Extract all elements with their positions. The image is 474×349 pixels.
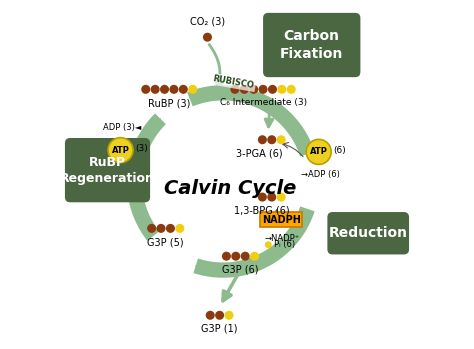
Text: RuBP
Regeneration: RuBP Regeneration [60,156,155,185]
FancyBboxPatch shape [260,212,302,227]
Text: (3): (3) [135,144,148,153]
Circle shape [141,85,150,94]
FancyBboxPatch shape [65,138,150,202]
Circle shape [215,311,224,320]
Text: →NADP⁺: →NADP⁺ [264,233,300,243]
Circle shape [156,224,165,233]
Circle shape [147,224,156,233]
Text: 3-PGA (6): 3-PGA (6) [236,148,283,158]
Circle shape [258,85,268,94]
Circle shape [222,252,231,261]
Circle shape [267,193,276,202]
Circle shape [179,85,188,94]
Text: 1,3-BPG (6): 1,3-BPG (6) [234,206,289,216]
Text: RuBP (3): RuBP (3) [148,98,191,108]
Text: RUBISCO: RUBISCO [212,74,255,90]
Circle shape [287,85,296,94]
Circle shape [277,193,286,202]
Text: Carbon
Fixation: Carbon Fixation [280,29,344,61]
Text: Pᵢ (6): Pᵢ (6) [274,240,295,249]
Text: CO₂ (3): CO₂ (3) [190,17,225,27]
Circle shape [230,85,239,94]
Circle shape [203,33,212,42]
FancyBboxPatch shape [328,212,409,254]
Circle shape [175,224,184,233]
FancyBboxPatch shape [263,13,360,77]
Text: ATP: ATP [111,146,129,155]
Circle shape [277,135,286,144]
Circle shape [231,252,240,261]
Text: G3P (6): G3P (6) [222,265,259,275]
Text: →ADP (6): →ADP (6) [301,170,340,179]
Circle shape [267,135,276,144]
Text: Calvin Cycle: Calvin Cycle [164,179,296,198]
Circle shape [258,135,267,144]
Circle shape [241,252,250,261]
Text: G3P (1): G3P (1) [201,324,238,334]
Circle shape [250,252,259,261]
Circle shape [166,224,175,233]
Text: Reduction: Reduction [329,226,408,240]
Circle shape [188,85,197,94]
Circle shape [206,311,215,320]
Text: G3P (5): G3P (5) [147,237,184,247]
Circle shape [265,241,272,248]
Circle shape [108,138,133,163]
Circle shape [169,85,178,94]
Circle shape [258,193,267,202]
Circle shape [249,85,258,94]
Text: ATP: ATP [310,147,328,156]
Circle shape [151,85,160,94]
Text: C₆ Intermediate (3): C₆ Intermediate (3) [219,98,307,107]
Text: NADPH: NADPH [262,215,301,225]
Text: ADP (3)◄: ADP (3)◄ [103,123,141,132]
Text: (6): (6) [333,146,346,155]
Circle shape [225,311,234,320]
Circle shape [306,139,331,164]
Circle shape [277,85,286,94]
Circle shape [240,85,249,94]
Circle shape [160,85,169,94]
Circle shape [268,85,277,94]
